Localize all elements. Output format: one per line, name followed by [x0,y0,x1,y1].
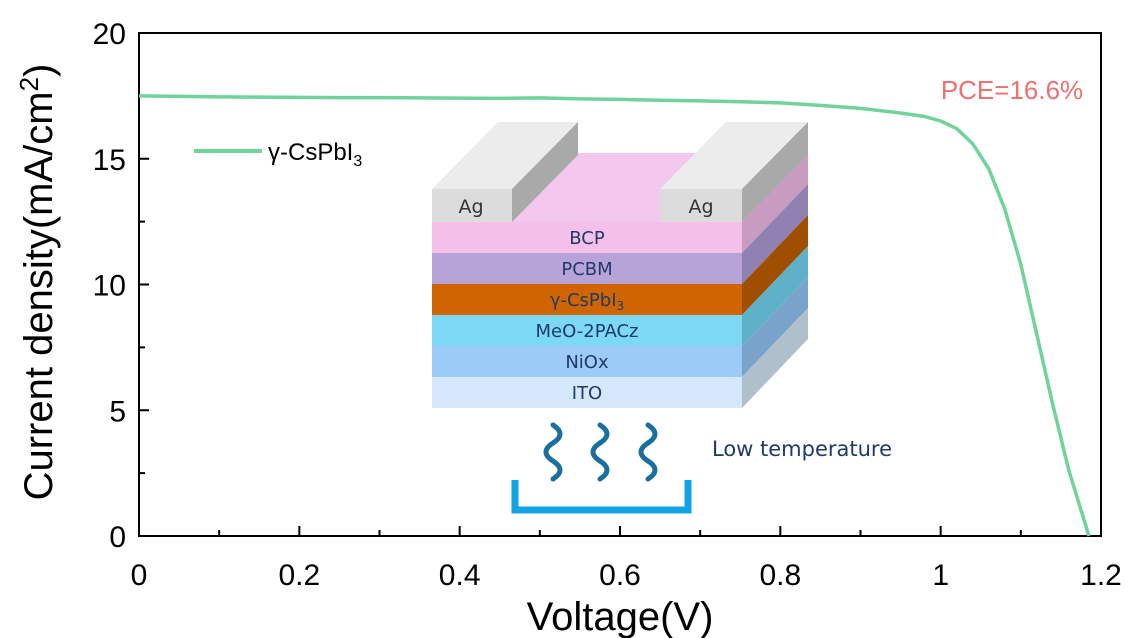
layer-side [742,153,808,253]
device-layer [432,315,742,346]
layer-side [742,308,808,408]
layer-side [742,215,808,315]
x-tick-label: 0 [131,559,148,592]
device-layer [432,377,742,408]
layer-label: NiOx [565,352,609,373]
layer-side [742,184,808,284]
x-tick-label: 1.2 [1080,559,1122,592]
x-tick-label: 0.8 [759,559,801,592]
y-tick-label: 0 [109,521,126,554]
x-tick-label: 0.6 [599,559,641,592]
x-tick-label: 0.2 [278,559,320,592]
layer-side [742,246,808,346]
layer-side [742,277,808,377]
x-tick-label: 1 [932,559,949,592]
hot-plate-icon [511,480,692,514]
ag-label-left: Ag [458,196,483,218]
layers-layer: BCP PCBM γ-CsPbI3 MeO-2PACz NiOx ITO [432,153,808,408]
legend: γ-CsPbI3 [194,139,362,170]
layer-label: ITO [572,383,602,404]
device-layer [432,253,742,284]
legend-label: γ-CsPbI3 [268,139,362,170]
y-axis-title: Current density(mA/cm2) [14,64,61,501]
layer-label: γ-CsPbI3 [550,290,624,313]
series-layer [138,94,1091,537]
ticks-layer: 0 0.2 0.4 0.6 0.8 1 1.2 0 5 10 15 20 [93,18,1122,592]
x-axis-title: Voltage(V) [527,595,714,638]
series-line [138,94,1091,537]
device-layer [432,222,742,253]
layer-label: MeO-2PACz [536,321,639,342]
x-tick-label: 0.4 [439,559,481,592]
y-tick-label: 10 [93,270,126,303]
heat-waves [543,422,658,482]
layer-label: BCP [569,228,605,249]
device-layer [432,284,742,315]
ag-electrode-right: Ag [660,122,808,222]
heat-wave-icon [638,422,658,482]
y-tick-label: 5 [109,395,126,428]
device-layer [432,346,742,377]
ag-electrode-left: Ag [432,122,578,222]
device-stack-inset: BCP PCBM γ-CsPbI3 MeO-2PACz NiOx ITO Ag Ag Lo… [432,122,892,514]
heat-wave-icon [590,422,610,482]
heat-wave-icon [543,422,563,482]
heat-label: Low temperature [712,437,892,461]
layer-label: PCBM [561,259,612,280]
ag-label-right: Ag [688,196,713,218]
y-tick-label: 20 [93,18,126,51]
y-tick-label: 15 [93,144,126,177]
pce-annotation: PCE=16.6% [941,75,1083,105]
